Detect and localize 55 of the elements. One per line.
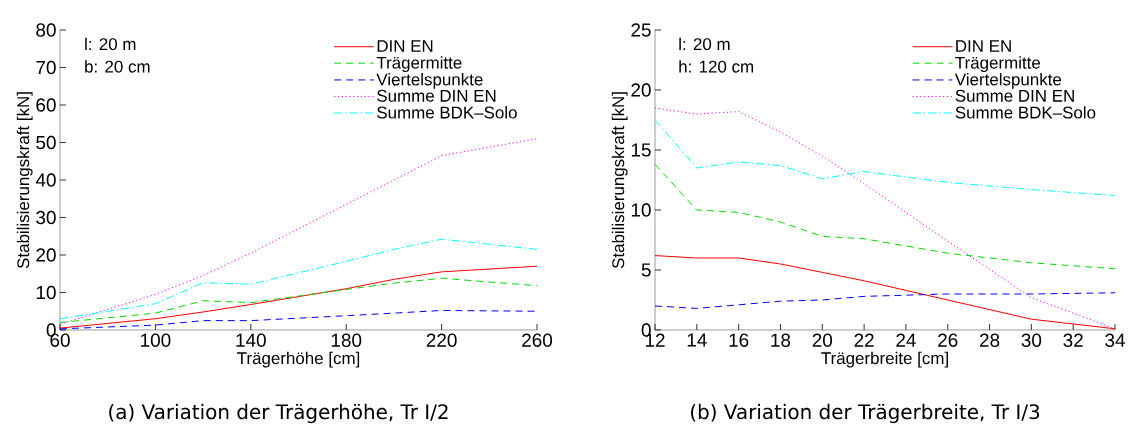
legend-label: Viertelspunkte — [376, 73, 483, 89]
y-tick-label: 70 — [36, 60, 56, 75]
x-tick-label: 30 — [1021, 333, 1042, 347]
line-series — [654, 163, 1116, 270]
y-tick-label: 80 — [36, 23, 56, 37]
text: (a) Variation der Trägerhöhe, Tr I/2 — [109, 403, 448, 424]
legend-label: Summe BDK–Solo — [377, 106, 517, 119]
x-tick-label: 22 — [854, 333, 874, 347]
x-axis-title: Trägerhöhe [cm] — [237, 351, 360, 368]
y-tick-label: 60 — [36, 98, 56, 112]
x-tick-label: 24 — [896, 333, 916, 347]
x-tick-label: 32 — [1063, 333, 1083, 347]
x-tick-label: 180 — [331, 333, 362, 347]
y-tick-label: 40 — [35, 173, 56, 187]
y-tick-label: 20 — [631, 83, 651, 97]
x-tick-label: 20 — [812, 333, 833, 347]
y-tick-label: 10 — [36, 285, 56, 300]
y-tick-label: 5 — [641, 263, 651, 277]
x-tick-label: 16 — [729, 333, 749, 347]
x-tick-label: 260 — [522, 333, 553, 347]
x-tick-label: 28 — [979, 333, 1000, 347]
legend-label: Trägermitte — [376, 56, 462, 73]
x-tick-label: 14 — [687, 333, 707, 347]
x-tick-label: 34 — [1105, 333, 1125, 347]
legend-label: DIN EN — [377, 40, 433, 52]
annotation: h: 120 cm — [679, 60, 754, 73]
annotation: b: 20 cm — [85, 60, 150, 73]
line-series — [59, 238, 538, 320]
line-series — [654, 292, 1116, 309]
line-series — [59, 277, 538, 323]
y-tick-label: 10 — [631, 203, 651, 217]
text: (b) Variation der Trägerbreite, Tr I/3 — [691, 403, 1040, 424]
legend-label: Viertelspunkte — [954, 73, 1062, 89]
x-tick-label: 100 — [141, 333, 171, 347]
line-series — [59, 138, 538, 325]
legend-label: Trägermitte — [955, 56, 1041, 73]
annotation: l: 20 m — [679, 37, 730, 51]
line-series — [654, 119, 1116, 197]
y-tick-label: 25 — [631, 23, 651, 37]
legend-label: Summe BDK–Solo — [955, 106, 1096, 119]
x-tick-label: 26 — [938, 333, 958, 347]
y-tick-label: 15 — [631, 143, 651, 157]
y-tick-label: 20 — [36, 248, 56, 262]
x-tick-label: 140 — [236, 333, 266, 347]
x-tick-label: 220 — [426, 333, 457, 347]
legend-label: Summe DIN EN — [377, 89, 496, 102]
x-axis-title: Trägerbreite [cm] — [821, 351, 948, 368]
y-tick-label: 30 — [36, 210, 56, 225]
y-axis-title: Stabilisierungskraft [kN] — [611, 92, 628, 269]
x-tick-label: 18 — [771, 333, 791, 347]
y-tick-label: 50 — [36, 135, 56, 150]
legend-label: Summe DIN EN — [955, 89, 1074, 102]
annotation: l: 20 m — [85, 37, 136, 51]
legend-label: DIN EN — [956, 40, 1011, 52]
y-axis-title: Stabilisierungskraft [kN] — [16, 92, 33, 269]
